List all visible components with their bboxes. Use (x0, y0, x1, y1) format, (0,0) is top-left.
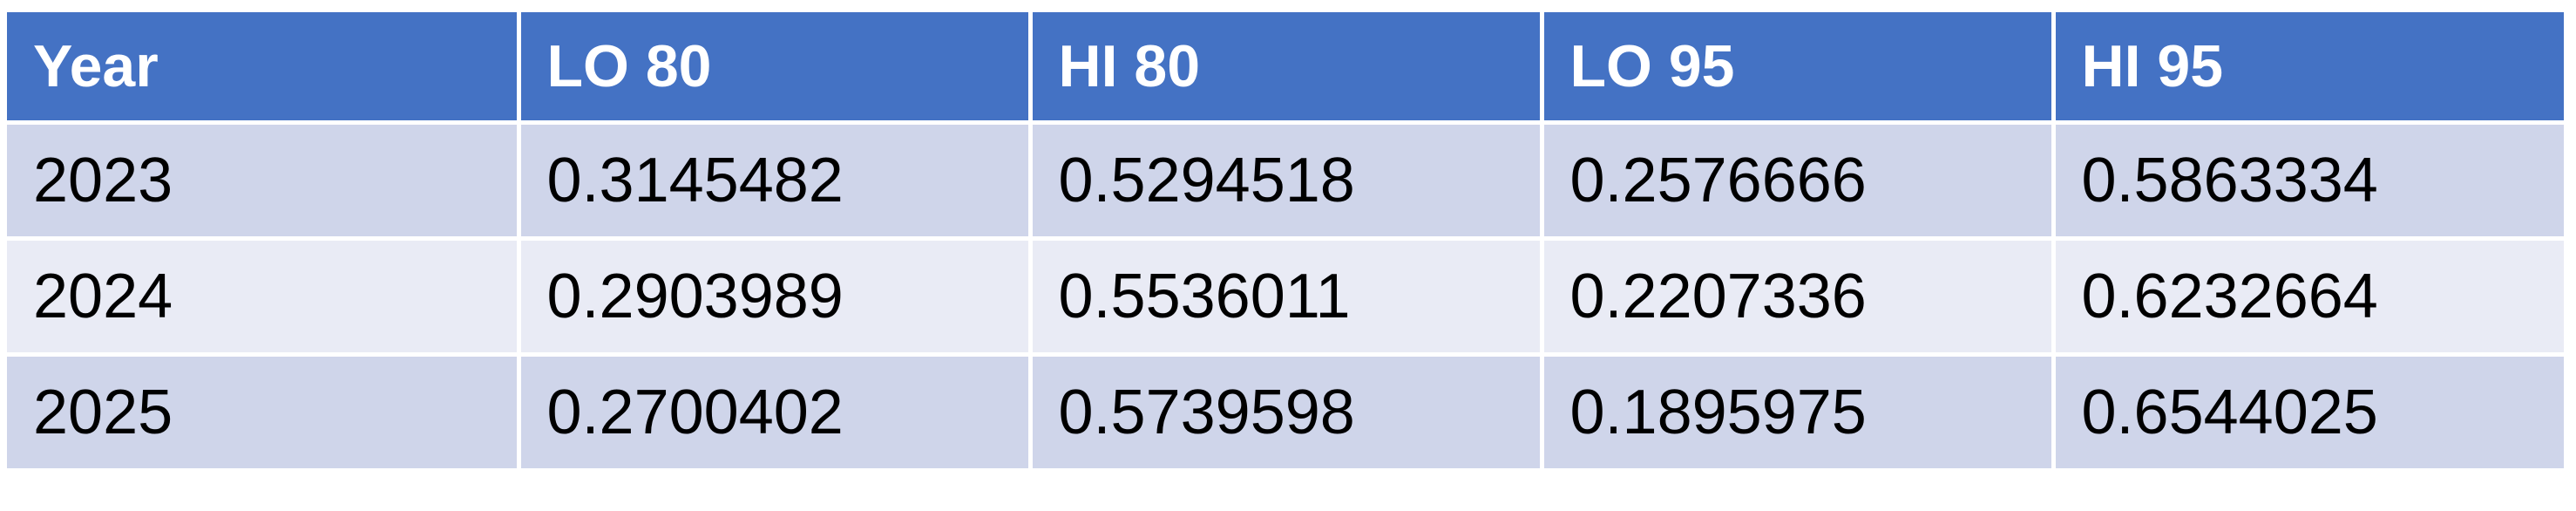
header-lo-95: LO 95 (1539, 12, 2056, 125)
header-hi-80: HI 80 (1027, 12, 1544, 125)
cell-hi-95: 0.6232664 (2051, 236, 2564, 357)
table-row: 2023 0.3145482 0.5294518 0.2576666 0.586… (7, 120, 2564, 241)
cell-lo-95: 0.2576666 (1539, 120, 2056, 241)
table-row: 2025 0.2700402 0.5739598 0.1895975 0.654… (7, 352, 2564, 468)
header-hi-95: HI 95 (2051, 12, 2564, 125)
cell-lo-80: 0.2903989 (516, 236, 1033, 357)
cell-lo-95: 0.1895975 (1539, 352, 2056, 468)
cell-hi-80: 0.5294518 (1027, 120, 1544, 241)
header-row: Year LO 80 HI 80 LO 95 HI 95 (7, 12, 2564, 125)
header-year: Year (7, 12, 521, 125)
header-lo-80: LO 80 (516, 12, 1033, 125)
cell-hi-95: 0.6544025 (2051, 352, 2564, 468)
cell-hi-95: 0.5863334 (2051, 120, 2564, 241)
cell-year: 2023 (7, 120, 521, 241)
cell-year: 2024 (7, 236, 521, 357)
cell-hi-80: 0.5739598 (1027, 352, 1544, 468)
table-body: 2023 0.3145482 0.5294518 0.2576666 0.586… (7, 120, 2564, 468)
table-row: 2024 0.2903989 0.5536011 0.2207336 0.623… (7, 236, 2564, 357)
cell-year: 2025 (7, 352, 521, 468)
forecast-table-container: Year LO 80 HI 80 LO 95 HI 95 2023 0.3145… (7, 12, 2564, 468)
cell-lo-80: 0.2700402 (516, 352, 1033, 468)
cell-hi-80: 0.5536011 (1027, 236, 1544, 357)
cell-lo-95: 0.2207336 (1539, 236, 2056, 357)
cell-lo-80: 0.3145482 (516, 120, 1033, 241)
forecast-interval-table: Year LO 80 HI 80 LO 95 HI 95 2023 0.3145… (7, 12, 2564, 468)
table-header: Year LO 80 HI 80 LO 95 HI 95 (7, 12, 2564, 125)
